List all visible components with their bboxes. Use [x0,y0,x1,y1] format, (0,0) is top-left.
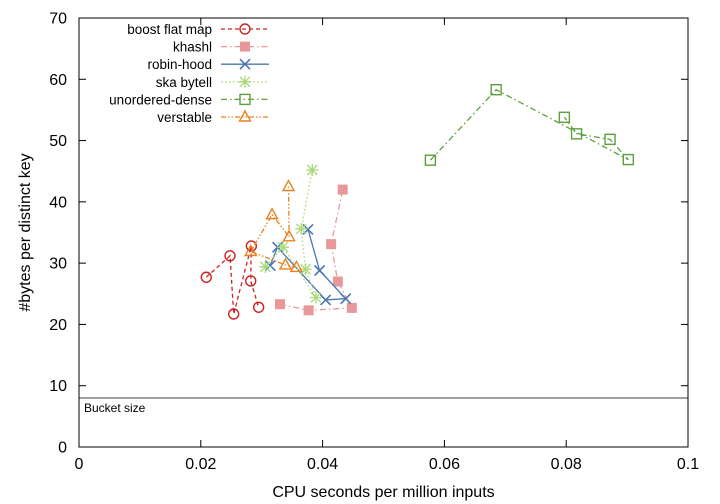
legend-marker-khashl [240,41,250,52]
series-verstable [244,179,304,273]
data-point-khashl [346,302,357,313]
legend-marker-boost-flat-map [239,23,251,35]
legend-marker-ska-bytell [239,75,251,88]
series-line-robin-hood [269,229,348,301]
series-boost-flat-map [200,240,265,320]
data-point-boost-flat-map [245,275,257,287]
y-tick-label: 10 [49,378,67,395]
data-point-verstable [265,207,279,220]
series-line-boost-flat-map [205,245,260,315]
axis-ticks: 0 0.02 0.04 0.06 0.08 0.1 0 10 20 30 40 50 60 70 [49,11,699,474]
legend-label-khashl: khashl [173,40,212,55]
data-point-ska-bytell [309,291,322,304]
reference-layer: Bucket size [79,397,688,415]
series-line-unordered-dense [429,88,629,161]
series-line-khashl [279,189,353,311]
legend-label-ska-bytell: ska bytell [156,75,212,90]
series-ska-bytell [259,163,322,304]
y-tick-label: 30 [49,256,67,273]
legend-marker-robin-hood [239,58,251,70]
data-point-robin-hood [320,294,332,306]
x-tick-label: 0.04 [307,456,338,473]
data-point-verstable [244,244,258,257]
legend-marker-unordered-dense [239,93,251,106]
data-point-boost-flat-map [227,308,240,320]
series-khashl [274,184,357,316]
data-point-unordered-dense [570,128,583,140]
data-point-khashl [337,184,348,195]
x-axis-title: CPU seconds per million inputs [272,484,494,501]
series-line-ska-bytell [264,169,317,298]
data-point-khashl [326,239,337,250]
legend: boost flat map khashl robin-hood ska bytell… [109,22,269,125]
data-point-boost-flat-map [252,301,265,313]
x-tick-label: 0.06 [429,456,460,473]
data-point-unordered-dense [622,153,635,166]
data-point-verstable [282,229,296,242]
data-point-unordered-dense [424,154,437,166]
y-tick-label: 60 [49,72,67,89]
bucket-size-label: Bucket size [84,401,146,415]
y-tick-label: 40 [49,194,67,211]
data-point-unordered-dense [490,84,502,96]
data-point-robin-hood [340,293,352,305]
data-point-unordered-dense [558,111,571,123]
data-point-ska-bytell [295,222,308,235]
y-tick-label: 50 [49,133,67,150]
data-point-verstable [278,257,293,270]
data-point-khashl [332,276,343,287]
legend-marker-verstable [238,109,252,122]
series-robin-hood [264,223,352,306]
legend-label-unordered-dense: unordered-dense [109,92,212,107]
data-point-ska-bytell [277,241,290,254]
x-tick-label: 0.02 [185,456,216,473]
series-unordered-dense [424,84,635,166]
data-point-verstable [281,179,296,192]
data-point-unordered-dense [604,133,616,146]
legend-label-boost-flat-map: boost flat map [127,22,212,37]
data-point-boost-flat-map [224,250,236,262]
data-point-boost-flat-map [200,271,212,283]
x-tick-label: 0 [75,456,84,473]
series-layer [200,84,635,320]
data-point-khashl [303,305,314,316]
y-tick-label: 20 [49,317,67,334]
legend-label-verstable: verstable [157,110,212,125]
y-tick-label: 0 [58,440,67,457]
x-tick-label: 0.08 [551,456,582,473]
plot-frame [78,17,689,448]
data-point-ska-bytell [299,263,312,276]
x-tick-label: 0.1 [677,456,699,473]
data-point-verstable [289,259,304,273]
series-line-verstable [249,186,297,269]
data-point-ska-bytell [259,260,272,273]
data-point-ska-bytell [306,163,319,176]
legend-label-robin-hood: robin-hood [147,57,212,72]
y-axis-title: #bytes per distinct key [17,153,34,311]
data-point-robin-hood [313,264,326,277]
y-tick-label: 70 [49,11,67,28]
data-point-khashl [274,299,285,310]
